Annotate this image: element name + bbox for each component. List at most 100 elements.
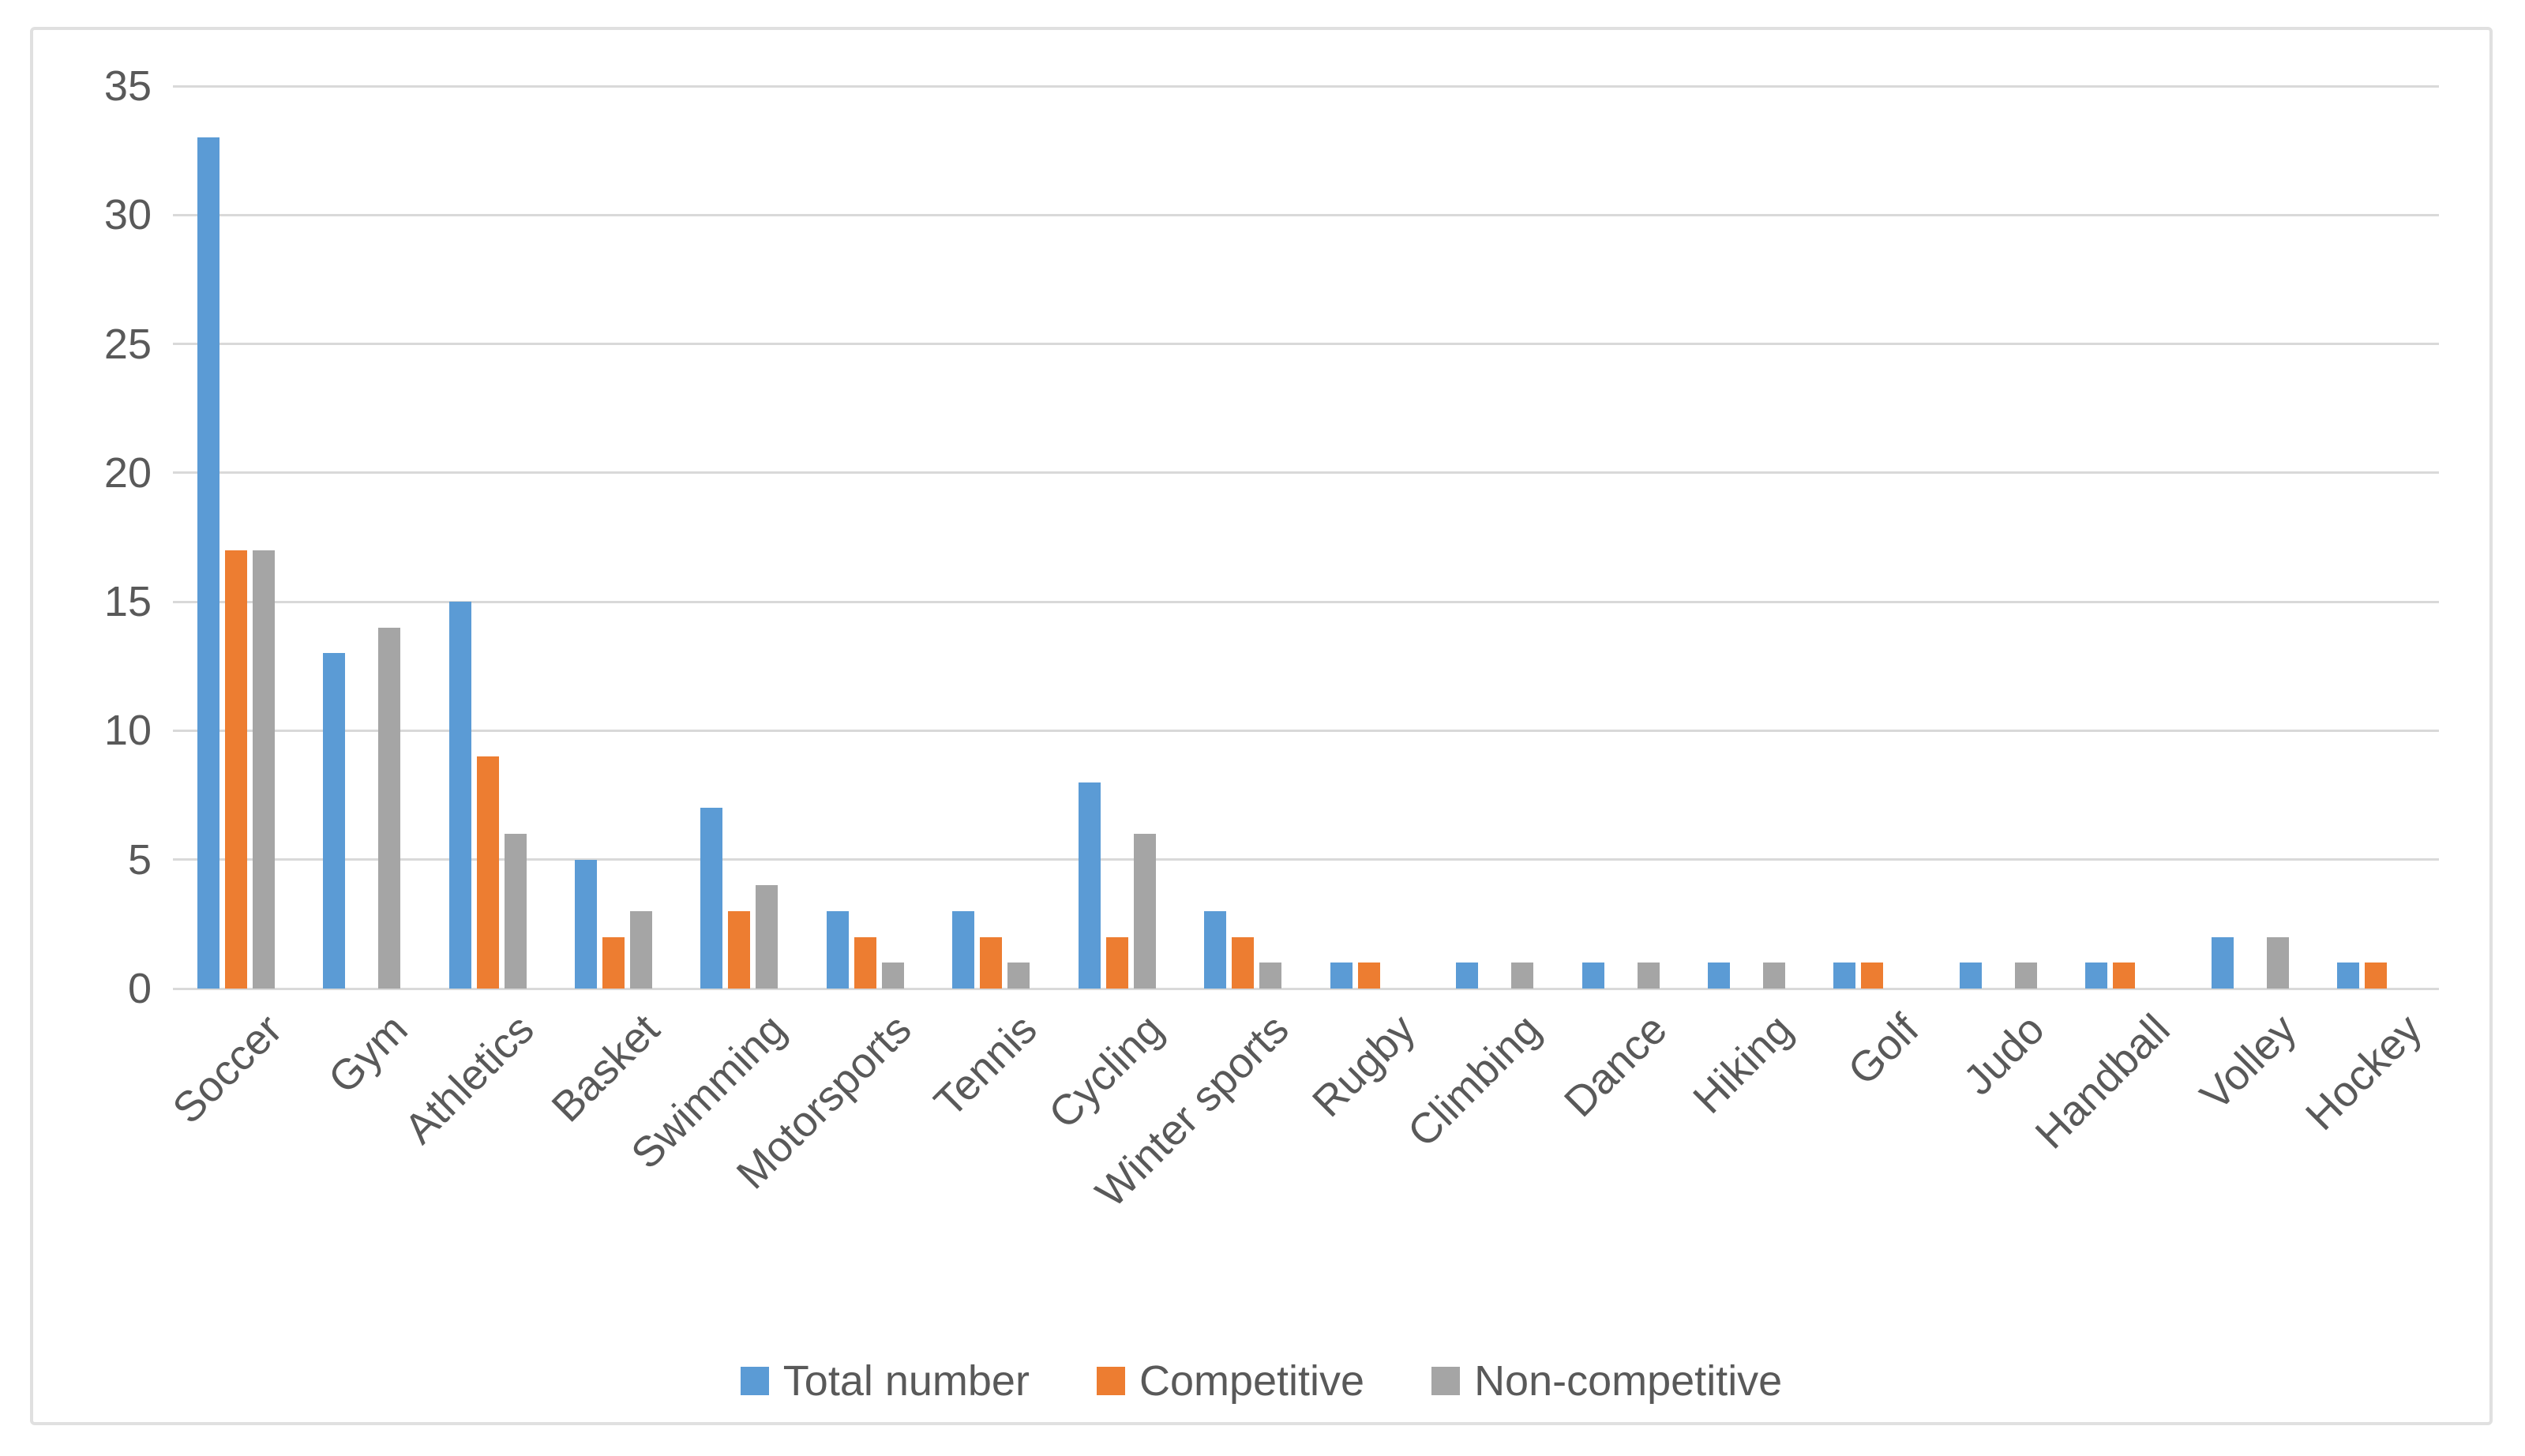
x-axis-label-tennis: Tennis: [925, 1005, 1047, 1127]
chart-frame: 35 30 25 20 15 10 5 0 Soccer Gym Athletics Basket S…: [30, 27, 2493, 1425]
bar-total-number-golf: [1833, 963, 1856, 989]
bar-total-number-dance: [1581, 963, 1604, 989]
x-axis-label-soccer: Soccer: [163, 1005, 291, 1133]
x-axis-label-judo: Judo: [1954, 1005, 2054, 1105]
bar-total-number-climbing: [1456, 963, 1479, 989]
bar-competitive-swimming: [728, 911, 751, 989]
gridline-10: [173, 729, 2439, 732]
bar-total-number-hiking: [1708, 963, 1731, 989]
bar-non-competitive-climbing: [1511, 963, 1534, 989]
bar-total-number-soccer: [197, 137, 219, 989]
x-axis-label-golf: Golf: [1838, 1005, 1928, 1094]
bar-total-number-athletics: [448, 602, 471, 989]
legend-item-competitive: Competitive: [1096, 1357, 1365, 1405]
x-axis-label-gym: Gym: [319, 1005, 417, 1103]
bar-total-number-handball: [2085, 963, 2108, 989]
bar-competitive-soccer: [224, 550, 247, 989]
y-axis-label-10: 10: [103, 707, 152, 755]
bar-total-number-volley: [2211, 936, 2234, 989]
bar-group-golf: [1810, 86, 1935, 989]
bar-group-cycling: [1054, 86, 1180, 989]
gridline-0: [173, 987, 2439, 990]
bar-group-judo: [1935, 86, 2061, 989]
bar-group-handball: [2062, 86, 2187, 989]
x-axis-label-athletics: Athletics: [395, 1005, 543, 1154]
bar-non-competitive-volley: [2266, 936, 2289, 989]
bar-non-competitive-judo: [2014, 963, 2037, 989]
bar-group-basket: [550, 86, 676, 989]
y-axis-label-20: 20: [103, 448, 152, 497]
bar-non-competitive-gym: [378, 627, 401, 989]
x-axis-label-hiking: Hiking: [1684, 1005, 1802, 1123]
y-axis-label-15: 15: [103, 578, 152, 626]
bar-non-competitive-motorsports: [881, 963, 904, 989]
bar-group-athletics: [425, 86, 550, 989]
gridline-30: [173, 213, 2439, 216]
x-axis-label-volley: Volley: [2191, 1005, 2306, 1120]
y-axis-label-0: 0: [127, 965, 152, 1012]
legend-swatch-non-competitive: [1431, 1367, 1461, 1395]
y-axis-label-25: 25: [103, 320, 152, 368]
bar-competitive-cycling: [1105, 936, 1128, 989]
bar-total-number-motorsports: [826, 911, 849, 989]
bar-competitive-winter-sports: [1232, 936, 1255, 989]
bar-total-number-cycling: [1078, 782, 1101, 989]
bar-group-hiking: [1683, 86, 1809, 989]
legend-label-competitive: Competitive: [1139, 1357, 1365, 1405]
y-axis-label-35: 35: [103, 62, 152, 110]
bar-total-number-gym: [323, 653, 346, 989]
gridline-25: [173, 343, 2439, 346]
legend-swatch-competitive: [1096, 1367, 1125, 1395]
bar-total-number-hockey: [2337, 963, 2360, 989]
plot-area: [173, 84, 2439, 990]
bar-total-number-judo: [1959, 963, 1982, 989]
gridline-20: [173, 471, 2439, 475]
bar-group-winter-sports: [1180, 86, 1306, 989]
gridline-5: [173, 858, 2439, 861]
bar-non-competitive-cycling: [1133, 834, 1156, 989]
y-axis-label-5: 5: [127, 835, 152, 884]
legend-swatch-total-number: [740, 1367, 769, 1395]
bar-total-number-basket: [575, 859, 598, 989]
bar-group-dance: [1558, 86, 1683, 989]
bar-non-competitive-dance: [1637, 963, 1660, 989]
bar-non-competitive-soccer: [252, 550, 275, 989]
x-axis-label-handball: Handball: [2026, 1005, 2180, 1158]
bar-total-number-swimming: [700, 808, 723, 989]
bar-group-climbing: [1431, 86, 1557, 989]
bar-group-rugby: [1306, 86, 1431, 989]
legend-item-non-competitive: Non-competitive: [1431, 1358, 1782, 1404]
legend-label-total-number: Total number: [782, 1357, 1030, 1405]
y-axis-label-30: 30: [103, 191, 152, 239]
bar-competitive-athletics: [476, 756, 499, 989]
gridline-35: [173, 84, 2439, 88]
bar-competitive-rugby: [1357, 963, 1380, 989]
bar-total-number-tennis: [952, 911, 975, 989]
bar-competitive-motorsports: [854, 936, 876, 989]
gridline-15: [173, 600, 2439, 603]
bar-group-hockey: [2313, 86, 2439, 989]
legend-item-total-number: Total number: [740, 1357, 1030, 1405]
bar-competitive-handball: [2113, 963, 2136, 989]
x-axis-label-climbing: Climbing: [1398, 1005, 1550, 1157]
bar-non-competitive-tennis: [1007, 963, 1030, 989]
clustered-bar-chart: 35 30 25 20 15 10 5 0 Soccer Gym Athletics Basket S…: [33, 30, 2489, 1422]
bar-non-competitive-athletics: [504, 834, 527, 989]
bar-group-swimming: [677, 86, 802, 989]
bar-total-number-winter-sports: [1204, 911, 1227, 989]
bar-total-number-rugby: [1330, 963, 1353, 989]
bar-competitive-basket: [602, 936, 625, 989]
legend: Total number Competitive Non-competitive: [33, 1358, 2489, 1404]
bar-group-soccer: [173, 86, 298, 989]
x-axis-label-rugby: Rugby: [1303, 1005, 1424, 1127]
bar-group-volley: [2187, 86, 2313, 989]
bar-non-competitive-swimming: [756, 885, 779, 989]
bar-non-competitive-basket: [630, 911, 653, 989]
bar-competitive-tennis: [980, 936, 1003, 989]
bar-group-motorsports: [802, 86, 928, 989]
x-axis-label-hockey: Hockey: [2297, 1005, 2431, 1140]
legend-label-non-competitive: Non-competitive: [1474, 1357, 1783, 1405]
bar-group-gym: [298, 86, 424, 989]
bar-competitive-hockey: [2365, 963, 2388, 989]
bar-non-competitive-winter-sports: [1259, 963, 1282, 989]
